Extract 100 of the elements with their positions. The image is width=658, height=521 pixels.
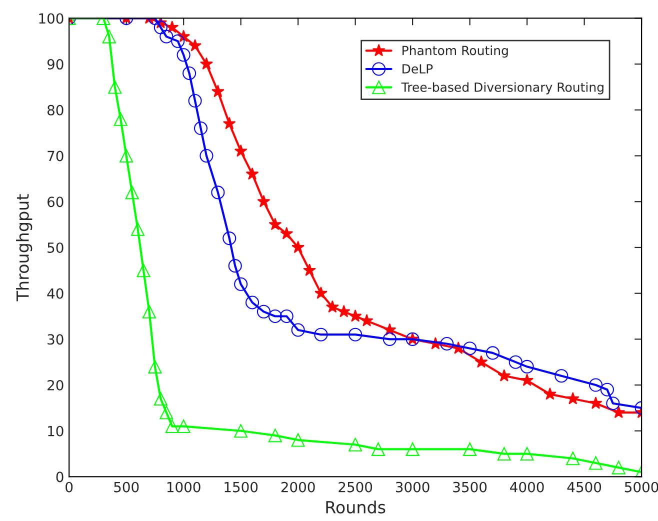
- point: [176, 420, 190, 434]
- y-axis-title: Throughgput: [16, 194, 32, 302]
- point: [554, 369, 568, 383]
- point: [371, 442, 385, 456]
- x-tick-label: 1000: [167, 482, 200, 492]
- x-tick-label: 4000: [510, 482, 544, 492]
- point: [131, 222, 145, 236]
- point: [246, 167, 259, 180]
- point: [406, 442, 420, 456]
- x-tick-label: 5000: [624, 482, 658, 492]
- point: [171, 34, 185, 48]
- point: [543, 387, 556, 400]
- point: [256, 304, 270, 318]
- y-tick-label: 30: [48, 334, 64, 345]
- point: [222, 232, 236, 246]
- y-tick-label: 80: [47, 104, 64, 116]
- point: [234, 144, 248, 157]
- point: [160, 406, 174, 420]
- point: [102, 30, 116, 44]
- point: [148, 360, 162, 374]
- x-tick-label: 2500: [338, 482, 372, 492]
- point: [211, 84, 224, 98]
- y-tick-label: 10: [48, 426, 64, 436]
- point: [165, 420, 179, 434]
- point: [382, 332, 396, 346]
- point: [612, 406, 626, 418]
- x-axis-title: Rounds: [326, 500, 386, 514]
- point: [337, 304, 350, 318]
- point: [612, 460, 626, 474]
- point: [348, 328, 362, 342]
- point: [257, 194, 270, 208]
- point: [154, 20, 168, 34]
- point: [606, 396, 620, 410]
- legend-label: DeLP: [402, 64, 433, 74]
- point: [291, 323, 305, 337]
- point: [114, 112, 128, 126]
- point: [303, 264, 316, 276]
- y-tick-label: 90: [47, 59, 64, 70]
- point: [188, 38, 202, 52]
- point: [200, 57, 213, 70]
- point: [566, 392, 580, 404]
- point: [589, 396, 602, 409]
- point: [234, 277, 248, 291]
- y-tick-label: 0: [56, 472, 64, 482]
- point: [136, 264, 150, 278]
- point: [360, 314, 374, 326]
- point: [280, 309, 294, 324]
- x-tick-label: 1500: [224, 482, 258, 492]
- y-tick-label: 60: [48, 196, 64, 208]
- point: [314, 286, 328, 299]
- point: [268, 309, 282, 324]
- point: [520, 360, 534, 374]
- point: [440, 336, 454, 351]
- point: [188, 94, 202, 108]
- y-tick-label: 40: [47, 288, 64, 299]
- point: [142, 304, 156, 318]
- x-tick-label: 500: [114, 482, 139, 492]
- y-tick-label: 20: [48, 380, 64, 390]
- legend-label: Phantom Routing: [402, 46, 508, 58]
- point: [154, 392, 168, 406]
- point: [497, 447, 511, 461]
- y-tick-label: 100: [39, 13, 64, 24]
- point: [292, 240, 305, 254]
- legend-label: Tree-based Diversionary Routing: [401, 82, 604, 94]
- point: [566, 452, 580, 466]
- point: [588, 456, 603, 470]
- x-tick-label: 2000: [281, 482, 315, 492]
- x-tick-label: 3000: [396, 482, 430, 492]
- point: [520, 447, 534, 461]
- point: [348, 438, 362, 452]
- point: [588, 378, 603, 392]
- point: [120, 149, 134, 163]
- point: [474, 355, 488, 368]
- x-tick-label: 0: [66, 482, 73, 492]
- point: [125, 186, 139, 200]
- point: [600, 382, 614, 396]
- point: [200, 149, 214, 163]
- point: [234, 424, 248, 438]
- point: [268, 218, 282, 230]
- y-tick-label: 50: [48, 242, 64, 253]
- point: [222, 116, 236, 130]
- point: [326, 300, 339, 313]
- point: [520, 374, 534, 386]
- point: [211, 186, 225, 200]
- point: [176, 48, 190, 62]
- point: [486, 346, 500, 360]
- x-tick-label: 4500: [567, 482, 602, 492]
- point: [108, 80, 122, 94]
- point: [498, 369, 511, 382]
- point: [182, 66, 196, 80]
- point: [291, 433, 305, 447]
- point: [166, 20, 179, 33]
- point: [348, 309, 362, 322]
- point: [314, 328, 328, 342]
- point: [194, 122, 208, 136]
- point: [160, 30, 174, 44]
- x-tick-label: 3500: [453, 482, 487, 492]
- point: [463, 342, 477, 356]
- point: [228, 259, 242, 273]
- point: [508, 355, 522, 369]
